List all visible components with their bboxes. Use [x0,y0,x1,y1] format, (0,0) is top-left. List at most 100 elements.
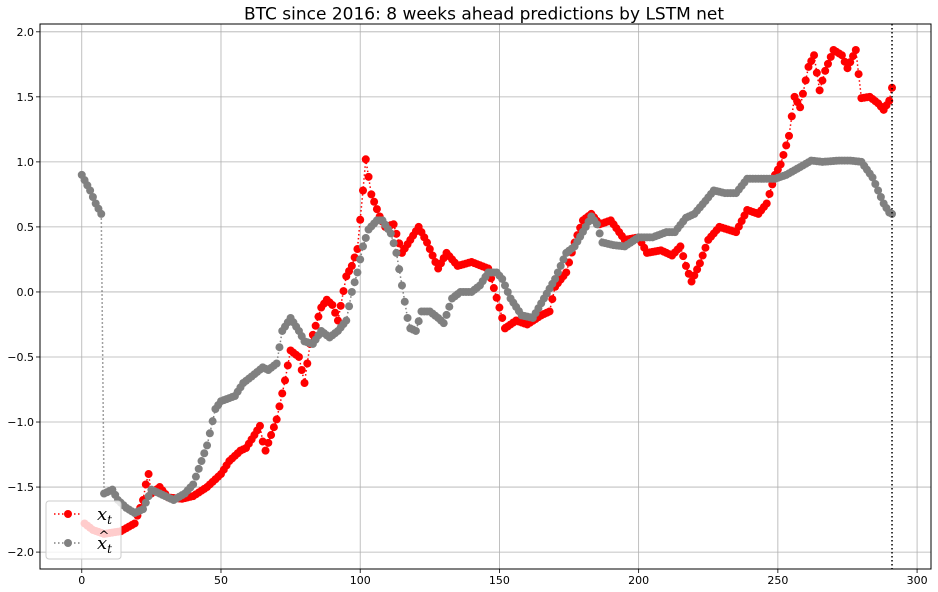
y-tick-label: 0.0 [17,286,35,299]
data-point [876,193,885,201]
data-point [815,86,824,95]
data-point [272,415,281,424]
data-point [776,160,785,169]
data-point [498,274,507,283]
data-point [294,352,303,361]
data-point [200,449,209,458]
data-point [300,379,309,387]
data-point [782,141,791,150]
data-point [425,245,434,254]
data-point [821,66,830,75]
x-tick-label: 150 [489,574,510,587]
data-point [698,251,707,260]
data-point [492,293,501,302]
legend-label: xt [97,504,112,527]
y-tick-label: 0.5 [17,221,35,234]
legend-marker [64,539,72,547]
data-point [414,317,423,326]
data-point [328,300,337,309]
data-point [353,268,362,277]
data-point [272,359,281,368]
data-point [189,480,198,489]
x-tick-label: 250 [767,574,788,587]
data-point [139,505,148,514]
data-point [97,209,106,218]
data-point [370,197,379,206]
x-tick-label: 100 [350,574,371,587]
y-tick-label: 1.5 [17,91,35,104]
data-point [297,365,306,374]
legend-hat: ^ [99,529,110,544]
data-point [888,83,897,92]
data-point [347,261,356,270]
data-point [826,52,835,61]
data-point [358,186,367,195]
data-point [562,268,571,277]
data-point [403,313,412,322]
data-point [358,242,367,251]
legend-label: xt [97,533,112,556]
data-point [423,238,432,247]
data-point [197,457,206,466]
data-point [874,186,883,195]
x-tick-label: 50 [214,574,228,587]
data-point [397,281,406,290]
data-point [592,220,601,229]
data-point [144,470,153,479]
data-point [400,297,409,306]
y-tick-label: −0.5 [7,351,34,364]
data-point [854,70,863,79]
data-point [203,441,212,450]
x-tick-label: 0 [78,574,85,587]
data-point [336,301,345,310]
legend-entry: xt^ [54,529,112,556]
data-point [681,261,690,270]
data-point [130,519,139,528]
data-point [389,239,398,248]
y-tick-label: 1.0 [17,156,35,169]
data-point [428,251,437,260]
data-point [261,446,270,455]
data-point [810,51,819,60]
data-point [389,220,398,229]
data-point [818,76,827,85]
data-point [498,313,507,322]
data-point [331,308,340,317]
data-point [303,359,312,368]
data-point [687,277,696,286]
data-point [311,321,320,330]
data-point [314,312,323,321]
data-point [779,150,788,159]
data-point [871,179,880,188]
data-point [141,480,150,489]
y-tick-label: −1.5 [7,481,34,494]
data-point [361,155,370,164]
data-point [141,498,150,507]
data-point [812,68,821,77]
plot-area-frame [39,23,932,570]
data-point [395,265,404,274]
x-tick-label: 200 [628,574,649,587]
data-point [281,376,290,385]
data-point [144,492,153,501]
data-point [489,284,498,293]
data-point [345,302,354,311]
data-point [495,303,504,312]
data-point [556,261,565,270]
y-tick-label: −2.0 [7,546,34,559]
y-axis: −2.0 −1.5 −1.0 −0.5 0.0 0.5 1.0 1.5 2.0 [7,26,40,559]
data-point [356,215,365,224]
data-point [785,131,793,140]
data-point [264,438,273,447]
data-point [88,193,97,201]
data-point [339,287,348,296]
data-point [386,229,395,238]
data-point [445,302,454,311]
data-point [762,199,771,208]
data-point [888,209,897,218]
data-point [503,287,512,296]
data-point [500,281,509,290]
data-point [392,248,401,257]
